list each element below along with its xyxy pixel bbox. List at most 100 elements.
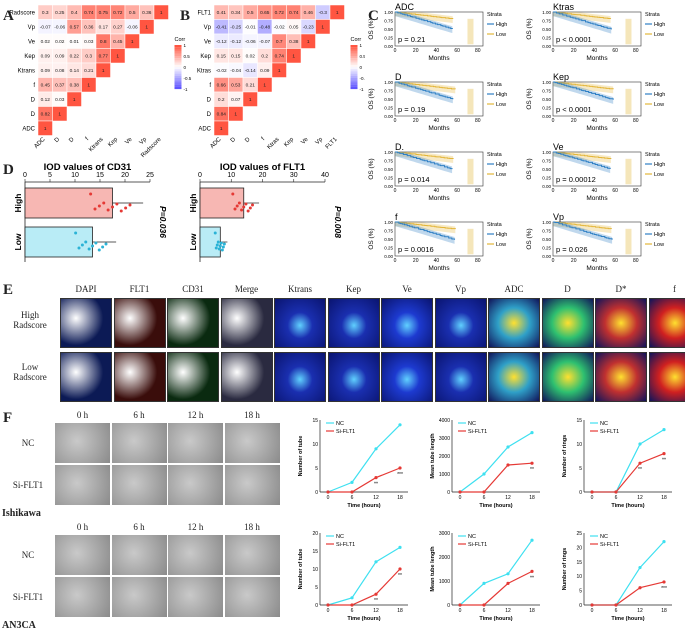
tube-chart-point-si: [530, 569, 534, 573]
iod-tick: 20: [259, 172, 267, 179]
panel-f-cell-line-label: AN3CA: [2, 620, 36, 631]
panel-e-image-merge: [220, 298, 273, 348]
heatmap-a-cell-value: 0.38: [70, 82, 80, 88]
iod-tick: 25: [146, 172, 154, 179]
tube-chart-xtick: 0: [591, 495, 594, 501]
km-xtick: 60: [612, 258, 618, 264]
iod-data-point: [213, 231, 217, 235]
heatmap-b-cell-value: -0.01: [245, 24, 256, 30]
heatmap-a-cell-value: 0.36: [84, 24, 94, 30]
heatmap-a-cell-value: 0.45: [41, 82, 51, 88]
km-ytick: 0.25: [542, 176, 551, 181]
heatmap-b-legend-swatch: [350, 53, 358, 57]
km-ylabel: OS (%): [526, 158, 533, 179]
tube-chart-point-si: [326, 603, 330, 607]
heatmap-b-col-label: f: [261, 136, 267, 142]
km-xtick: 0: [394, 188, 397, 194]
km-plot-area: [394, 221, 484, 257]
heatmap-b-cell-value: 1: [263, 82, 266, 88]
km-ytick: 0.50: [542, 167, 551, 172]
km-ytick: 1.00: [384, 10, 393, 15]
km-xtick: 80: [633, 258, 639, 264]
km-legend-high: High: [496, 232, 507, 238]
tube-chart-xtick: 6: [351, 495, 354, 501]
km-ylabel: OS (%): [526, 88, 533, 109]
km-curve-high: [553, 221, 613, 240]
km-confidence-band: [553, 222, 613, 244]
km-strata-title: Strata: [487, 152, 503, 158]
km-ytick: 0.75: [542, 89, 551, 94]
km-ylabel: OS (%): [368, 18, 375, 39]
tube-chart-point-nc: [374, 560, 378, 564]
heatmap-a-cell-value: 0.08: [55, 68, 65, 74]
panel-letter-a: A: [3, 8, 14, 24]
heatmap-b-row-label: D: [207, 112, 212, 118]
km-legend-low: Low: [496, 242, 506, 248]
heatmap-b-legend-swatch: [350, 80, 358, 83]
iod-data-point: [77, 246, 81, 250]
iod-data-point: [244, 202, 248, 206]
heatmap-a-legend-swatch: [174, 73, 182, 76]
km-xtick: 20: [571, 48, 577, 54]
km-xtick: 20: [571, 258, 577, 264]
tube-chart-xlabel: Time (hours): [479, 616, 512, 622]
km-ytick: 0.75: [384, 89, 393, 94]
tube-legend-nc: NC: [468, 421, 476, 427]
tube-chart-ytick: 0: [447, 490, 450, 496]
panel-e-image-grid: DAPI FLT1 CD31 Merge Ktrans Kep Ve Vp ADC D D* f Hig…: [0, 282, 685, 410]
heatmap-a-cell-value: 0.75: [99, 10, 109, 16]
km-xtick: 40: [592, 258, 598, 264]
heatmap-a-row-label: Vp: [28, 25, 36, 31]
heatmap-b-cell-value: 1: [336, 10, 339, 16]
km-late-band: [467, 18, 474, 45]
tube-chart-ytick: 1000: [439, 579, 450, 585]
heatmap-a-row-label: Kep: [24, 54, 35, 60]
km-xtick: 20: [413, 188, 419, 194]
km-ytick: 0.00: [542, 114, 551, 119]
km-xlabel: Months: [428, 125, 450, 132]
km-legend-low: Low: [654, 172, 664, 178]
km-ytick: 0.00: [384, 184, 393, 189]
iod-data-point: [215, 243, 219, 247]
tube-chart-significance: **: [530, 467, 534, 473]
iod-tick: 10: [227, 172, 235, 179]
km-xtick: 80: [475, 48, 481, 54]
heatmap-b-cell-value: 0.34: [231, 10, 241, 16]
km-ytick: 1.00: [384, 220, 393, 225]
tube-chart: 0 1000 2000 3000 0 6 12 18 Time (hours) Mean tube…: [430, 531, 540, 622]
km-plot-title: Vp: [553, 212, 564, 222]
heatmap-a-cell: [95, 62, 111, 78]
tube-legend-si: Si-FLT1: [468, 429, 487, 435]
heatmap-a-cell: [139, 19, 155, 35]
tube-chart-line-si: [460, 570, 533, 606]
iod-bar-high: [24, 187, 113, 219]
panel-e-row-label: High Radscore: [13, 310, 47, 330]
iod-data-point: [240, 208, 244, 212]
heatmap-b-legend-swatch: [350, 51, 358, 54]
km-xtick: 60: [612, 188, 618, 194]
heatmap-a-cell-value: 1: [102, 68, 105, 74]
iod-data-point: [233, 207, 237, 211]
panel-f-time-header: 12 h: [187, 410, 204, 420]
panel-f-tube-image: [55, 465, 110, 505]
km-curve-high: [395, 81, 454, 100]
panel-e-image-dapi: [60, 298, 112, 348]
panel-letter-d: D: [3, 162, 14, 178]
tube-chart-ytick: 0: [315, 603, 318, 609]
tube-chart-ytick: 5: [315, 466, 318, 472]
panel-e-image-ve: [381, 352, 433, 402]
heatmap-b-cell-value: 0.5: [247, 10, 254, 16]
km-confidence-band: [553, 12, 611, 23]
iod-data-point: [124, 206, 128, 210]
panel-f-tube-image: [168, 535, 223, 575]
tube-chart-point-si: [614, 603, 618, 607]
panel-e-image-cd31: [167, 298, 219, 348]
tube-chart-point-nc: [350, 480, 354, 484]
panel-e-column-header: CD31: [182, 284, 204, 294]
tube-chart: 0 1000 2000 3000 4000 0 6 12 18 Time (hours) Mean …: [430, 418, 540, 509]
tube-chart-significance: **: [530, 575, 534, 581]
km-xtick: 80: [633, 188, 639, 194]
tube-chart-line-nc: [459, 432, 533, 493]
heatmap-b-legend-swatch: [350, 49, 358, 52]
km-curve-low: [553, 81, 614, 90]
